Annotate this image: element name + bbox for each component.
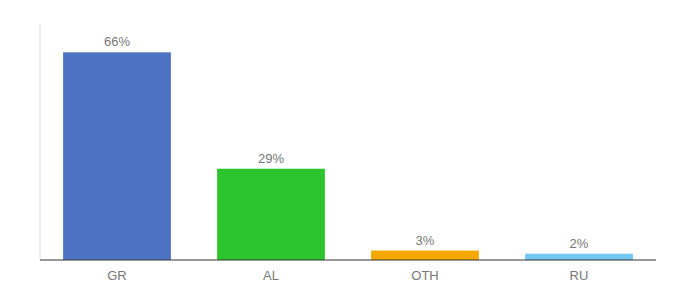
data-label: 3%: [416, 233, 435, 248]
x-tick-label: GR: [107, 268, 127, 283]
data-label: 66%: [104, 34, 130, 49]
bar: [63, 52, 171, 260]
x-tick-label: RU: [570, 268, 589, 283]
data-label: 2%: [570, 236, 589, 251]
data-label: 29%: [258, 151, 284, 166]
bar: [371, 251, 479, 260]
y-axis-line: [40, 24, 41, 260]
x-axis-line: [40, 260, 656, 261]
x-tick-label: OTH: [411, 268, 438, 283]
chart-svg: 66% 29% 3% 2% GR AL OTH RU: [0, 0, 680, 300]
x-tick-label: AL: [263, 268, 279, 283]
bar: [525, 254, 633, 260]
bar: [217, 169, 325, 260]
chart-container: 66% 29% 3% 2% GR AL OTH RU: [0, 0, 680, 300]
bars: [63, 52, 633, 260]
